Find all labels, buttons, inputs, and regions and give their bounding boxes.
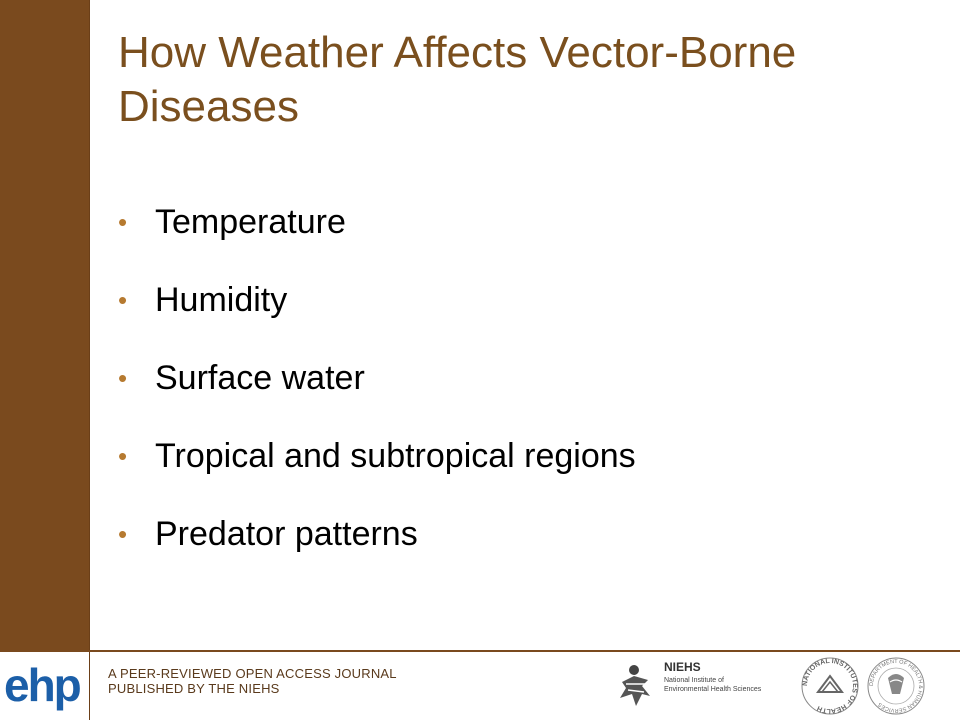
bullet-text: Humidity <box>155 281 288 319</box>
bullet-list: • Temperature • Humidity • Surface water… <box>118 196 636 586</box>
bullet-marker: • <box>118 441 128 471</box>
bullet-text: Tropical and subtropical regions <box>155 437 636 475</box>
journal-tagline: A PEER-REVIEWED OPEN ACCESS JOURNAL PUBL… <box>108 666 397 696</box>
niehs-line-2: Environmental Health Sciences <box>664 686 762 693</box>
footer-divider <box>0 650 960 652</box>
bullet-item-predator-patterns: • Predator patterns <box>118 508 636 586</box>
niehs-fullname: National Institute of Environmental Heal… <box>664 676 761 694</box>
bullet-text: Temperature <box>155 203 346 241</box>
niehs-acronym: NIEHS <box>664 660 701 674</box>
bullet-marker: • <box>118 519 128 549</box>
journal-line-1: A PEER-REVIEWED OPEN ACCESS JOURNAL <box>108 666 397 681</box>
bullet-text: Surface water <box>155 359 365 397</box>
bullet-item-temperature: • Temperature <box>118 196 636 274</box>
bullet-item-tropical-regions: • Tropical and subtropical regions <box>118 430 636 508</box>
bullet-text: Predator patterns <box>155 515 418 553</box>
bullet-item-surface-water: • Surface water <box>118 352 636 430</box>
bullet-item-humidity: • Humidity <box>118 274 636 352</box>
niehs-logo-icon <box>620 665 650 706</box>
bullet-marker: • <box>118 207 128 237</box>
left-sidebar-band <box>0 0 89 651</box>
bullet-marker: • <box>118 285 128 315</box>
journal-line-2: PUBLISHED BY THE NIEHS <box>108 681 280 696</box>
slide-title: How Weather Affects Vector-Borne Disease… <box>118 28 797 131</box>
bullet-marker: • <box>118 363 128 393</box>
nih-seal-icon: NATIONAL INSTITUTES OF HEALTH <box>801 657 859 715</box>
niehs-line-1: National Institute of <box>664 677 724 684</box>
sidebar-divider-line <box>89 0 90 720</box>
ehp-logo: ehp <box>4 659 82 711</box>
hhs-seal-icon: DEPARTMENT OF HEALTH & HUMAN SERVICES <box>867 657 925 715</box>
